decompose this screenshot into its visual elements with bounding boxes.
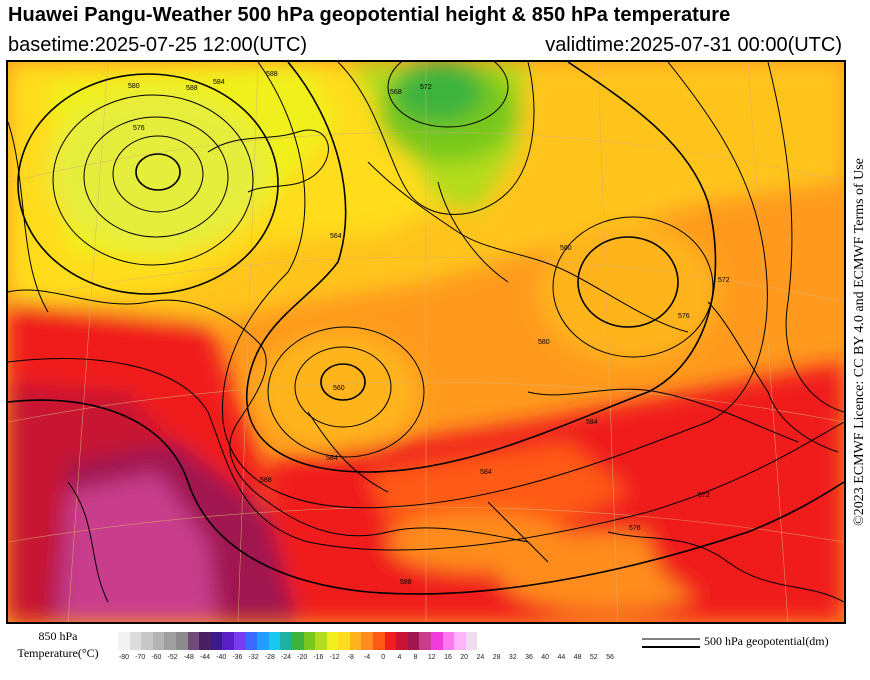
colorbar-swatch	[257, 632, 269, 650]
colorbar-swatch	[373, 632, 385, 650]
colorbar-label-line1: 850 hPa	[38, 629, 78, 643]
colorbar-label: 850 hPa Temperature(°C)	[6, 628, 110, 662]
contour-label: 576	[133, 125, 145, 132]
colorbar-swatch	[326, 632, 339, 650]
chart-title: Huawei Pangu-Weather 500 hPa geopotentia…	[8, 4, 731, 26]
contour-label: 568	[390, 89, 402, 96]
contour-label: 588	[266, 71, 278, 78]
temperature-colorbar	[118, 632, 478, 650]
colorbar-swatch	[118, 632, 130, 650]
colorbar-ticks: -80 -70 -60 -52 -48 -44 -40 -36 -32 -28 -24 -20 -16-…	[112, 654, 632, 666]
colorbar-tick-label: 44	[557, 654, 566, 661]
contour-label: 576	[629, 525, 641, 532]
colorbar-tick-label: 52	[589, 654, 598, 661]
colorbar-tick-label: -4	[363, 654, 371, 661]
contour-label: 572	[420, 84, 432, 91]
colorbar-tick-label: -40	[216, 654, 227, 661]
colorbar-swatch	[396, 632, 408, 650]
colorbar-tick-label: 0	[381, 654, 386, 661]
colorbar-tick-label: -16	[313, 654, 324, 661]
contour-label: 576	[678, 313, 690, 320]
colorbar-swatch	[175, 632, 188, 650]
colorbar-swatch	[199, 632, 211, 650]
colorbar-swatch	[431, 632, 443, 650]
colorbar-tick-label: 12	[427, 654, 436, 661]
colorbar-tick-label: 8	[413, 654, 418, 661]
colorbar-tick-label: -8	[347, 654, 354, 661]
colorbar-tick-label: 4	[397, 654, 402, 661]
geopotential-legend-label: 500 hPa geopotential(dm)	[704, 634, 829, 648]
colorbar-tick-label: 16	[444, 654, 452, 661]
colorbar-swatch	[303, 632, 316, 650]
colorbar-swatch	[129, 632, 142, 650]
contour-label: 584	[213, 79, 225, 86]
contour-label: 572	[698, 492, 710, 499]
licence-text: ©2023 ECMWF Licence: CC BY 4.0 and ECMWF…	[850, 62, 870, 622]
colorbar-tick-label: 28	[492, 654, 501, 661]
colorbar-tick-label: -80	[118, 654, 130, 661]
contour-label: 560	[333, 385, 345, 392]
colorbar-swatch	[233, 632, 246, 650]
contour-label: 584	[480, 469, 492, 476]
colorbar-swatch	[361, 632, 374, 650]
colorbar-swatch	[349, 632, 362, 650]
colorbar-swatch	[407, 632, 420, 650]
colorbar-swatch	[419, 632, 432, 650]
colorbar-label-line2: Temperature(°C)	[17, 646, 99, 660]
contour-label: 584	[586, 419, 598, 426]
colorbar-swatch	[338, 632, 350, 650]
colorbar-swatch	[280, 632, 292, 650]
geopotential-contours	[8, 62, 844, 595]
contour-label: 580	[128, 83, 140, 90]
colorbar-swatch	[141, 632, 153, 650]
contour-label: 588	[400, 579, 412, 586]
colorbar-tick-label: -20	[297, 654, 308, 661]
colorbar-tick-label: -28	[264, 654, 275, 661]
colorbar-tick-label: -48	[183, 654, 194, 661]
contour-label: 580	[538, 339, 550, 346]
colorbar-tick-label: 48	[573, 654, 582, 661]
colorbar-tick-label: -24	[280, 654, 292, 661]
colorbar-tick-label: 36	[525, 654, 533, 661]
colorbar-tick-label: 24	[476, 654, 485, 661]
coastlines	[8, 129, 844, 603]
colorbar-swatch	[222, 632, 234, 650]
colorbar-tick-label: 56	[606, 654, 614, 661]
colorbar-tick-label: -36	[232, 654, 243, 661]
graticule	[8, 62, 844, 622]
contour-label: 560	[560, 245, 572, 252]
colorbar-swatch	[187, 632, 200, 650]
colorbar-swatch	[384, 632, 397, 650]
colorbar-tick-label: -32	[248, 654, 259, 661]
basetime-label: basetime:2025-07-25 12:00(UTC)	[8, 34, 308, 56]
colorbar-tick-label: -12	[329, 654, 340, 661]
geopotential-legend-lines	[642, 638, 700, 648]
colorbar-swatch	[245, 632, 258, 650]
colorbar-swatch	[442, 632, 455, 650]
contour-label: 572	[718, 277, 730, 284]
colorbar-tick-label: -52	[167, 654, 178, 661]
contour-label: 564	[330, 233, 342, 240]
validtime-label: validtime:2025-07-31 00:00(UTC)	[545, 34, 842, 56]
colorbar-tick-label: 40	[541, 654, 550, 661]
colorbar-tick-label: 20	[460, 654, 469, 661]
colorbar-swatch	[465, 632, 478, 650]
colorbar-tick-label: 32	[508, 654, 517, 661]
colorbar-tick-label: -44	[199, 654, 211, 661]
colorbar-swatch	[152, 632, 165, 650]
colorbar-swatch	[315, 632, 327, 650]
contour-label: 584	[326, 455, 338, 462]
colorbar-swatch	[164, 632, 176, 650]
colorbar-swatch	[210, 632, 223, 650]
weather-map: 580 584 588 588 576 572 560 560 564 568 …	[6, 60, 846, 624]
colorbar-swatch	[291, 632, 304, 650]
contour-label: 588	[260, 477, 272, 484]
colorbar-tick-label: -70	[135, 654, 146, 661]
licence-label: ©2023 ECMWF Licence: CC BY 4.0 and ECMWF…	[852, 158, 867, 526]
colorbar-swatch	[454, 632, 466, 650]
colorbar-tick-label: -60	[151, 654, 162, 661]
colorbar-swatch	[268, 632, 281, 650]
contour-label: 588	[186, 85, 198, 92]
contour-labels: 580 584 588 588 576 572 560 560 564 568 …	[128, 71, 730, 586]
